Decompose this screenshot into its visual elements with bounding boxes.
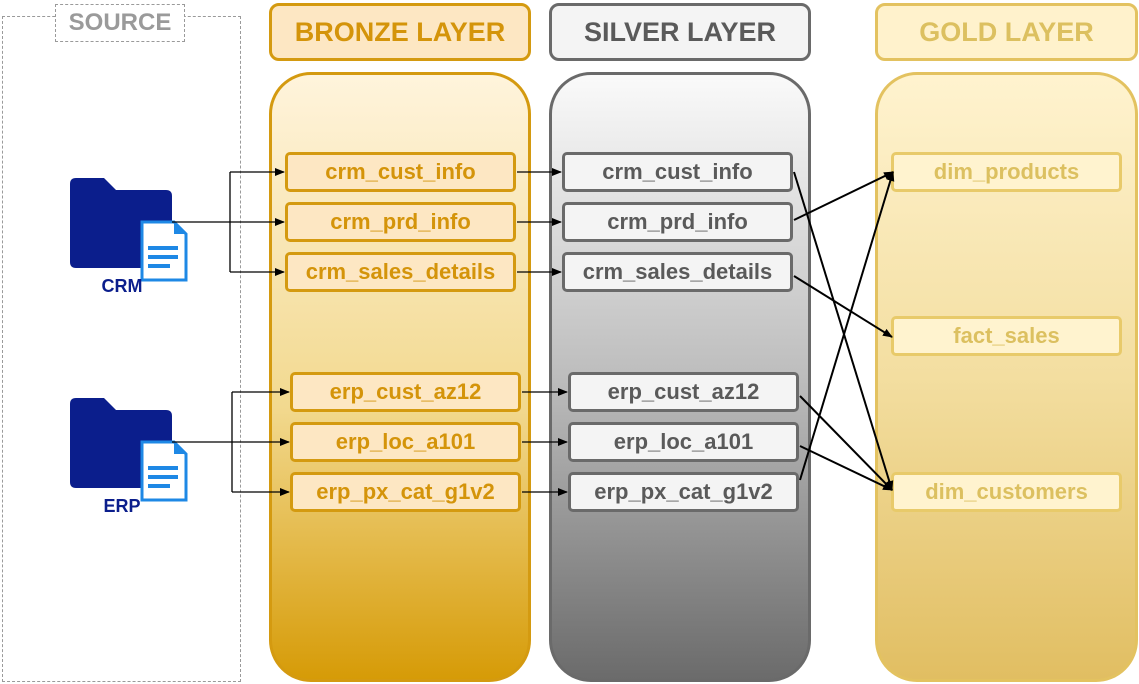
silver-table-crm-cust-info[interactable]: crm_cust_info xyxy=(562,152,793,192)
bronze-table-erp-px-cat-g1v2[interactable]: erp_px_cat_g1v2 xyxy=(290,472,521,512)
crm-folder-icon xyxy=(70,178,188,282)
gold-table-dim-products[interactable]: dim_products xyxy=(891,152,1122,192)
erp-to-bronze-trunk xyxy=(172,392,233,492)
flow-crm-prd-info-to-dim-products xyxy=(793,171,894,221)
flow-erp-px-cat-g1v2-to-dim-products xyxy=(799,171,895,481)
silver-layer-title: SILVER LAYER xyxy=(549,3,811,61)
flow-crm-sales-details-to-fact-sales xyxy=(793,275,893,338)
erp-label: ERP xyxy=(103,496,141,516)
erp-folder-icon xyxy=(70,398,188,502)
crm-label: CRM xyxy=(101,276,143,296)
silver-table-erp-cust-az12[interactable]: erp_cust_az12 xyxy=(568,372,799,412)
bronze-table-crm-sales-details[interactable]: crm_sales_details xyxy=(285,252,516,292)
gold-table-dim-customers[interactable]: dim_customers xyxy=(891,472,1122,512)
flow-erp-cust-az12-to-dim-customers xyxy=(799,395,893,491)
crm-document-icon xyxy=(140,220,188,282)
silver-table-erp-px-cat-g1v2[interactable]: erp_px_cat_g1v2 xyxy=(568,472,799,512)
crm-to-bronze-trunk xyxy=(172,172,231,272)
bronze-table-erp-loc-a101[interactable]: erp_loc_a101 xyxy=(290,422,521,462)
gold-table-fact-sales[interactable]: fact_sales xyxy=(891,316,1122,356)
silver-table-crm-sales-details[interactable]: crm_sales_details xyxy=(562,252,793,292)
flow-erp-loc-a101-to-dim-customers xyxy=(799,445,893,491)
bronze-table-crm-cust-info[interactable]: crm_cust_info xyxy=(285,152,516,192)
bronze-table-erp-cust-az12[interactable]: erp_cust_az12 xyxy=(290,372,521,412)
gold-layer-title: GOLD LAYER xyxy=(875,3,1138,61)
flow-crm-cust-info-to-dim-customers xyxy=(793,171,894,491)
bronze-table-crm-prd-info[interactable]: crm_prd_info xyxy=(285,202,516,242)
silver-table-erp-loc-a101[interactable]: erp_loc_a101 xyxy=(568,422,799,462)
bronze-layer-title: BRONZE LAYER xyxy=(269,3,531,61)
erp-document-icon xyxy=(140,440,188,502)
silver-table-crm-prd-info[interactable]: crm_prd_info xyxy=(562,202,793,242)
source-title: SOURCE xyxy=(55,4,185,42)
